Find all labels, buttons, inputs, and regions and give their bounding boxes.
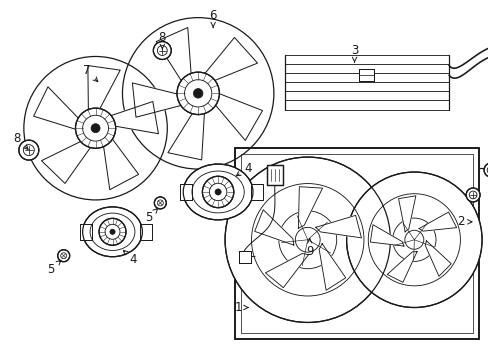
Polygon shape <box>132 83 185 117</box>
Polygon shape <box>369 225 403 246</box>
Circle shape <box>91 124 100 133</box>
Bar <box>251 184 263 200</box>
Polygon shape <box>418 212 456 231</box>
Circle shape <box>483 163 488 177</box>
Circle shape <box>153 41 171 59</box>
Bar <box>358 69 374 81</box>
Ellipse shape <box>183 164 252 220</box>
Text: 1: 1 <box>234 301 247 314</box>
Circle shape <box>202 176 233 208</box>
Bar <box>180 184 191 200</box>
Polygon shape <box>34 87 81 131</box>
Circle shape <box>110 229 115 234</box>
Text: 5: 5 <box>47 260 61 276</box>
Text: 6: 6 <box>209 9 217 28</box>
Circle shape <box>75 108 116 148</box>
Circle shape <box>193 89 203 98</box>
Bar <box>239 251 250 263</box>
Text: 3: 3 <box>350 44 358 63</box>
Bar <box>239 251 250 263</box>
Text: 4: 4 <box>236 162 251 176</box>
Polygon shape <box>398 196 415 232</box>
Polygon shape <box>254 210 293 245</box>
Text: 4: 4 <box>123 250 137 266</box>
Bar <box>180 184 191 200</box>
Polygon shape <box>103 135 138 190</box>
Polygon shape <box>202 37 257 82</box>
Circle shape <box>177 72 219 114</box>
Circle shape <box>58 250 69 262</box>
Circle shape <box>224 157 389 323</box>
Polygon shape <box>386 252 416 282</box>
Bar <box>235 148 478 339</box>
Polygon shape <box>298 187 322 228</box>
Circle shape <box>99 219 126 245</box>
Polygon shape <box>88 66 120 114</box>
Circle shape <box>465 188 479 202</box>
Text: 5: 5 <box>144 209 157 224</box>
Bar <box>80 224 91 240</box>
Bar <box>241 154 472 333</box>
Polygon shape <box>156 27 191 85</box>
Polygon shape <box>167 109 204 160</box>
Polygon shape <box>106 102 158 134</box>
Polygon shape <box>319 244 345 290</box>
Polygon shape <box>212 92 262 140</box>
Text: 2: 2 <box>456 215 471 228</box>
Circle shape <box>154 197 166 209</box>
Bar <box>140 224 152 240</box>
Text: 7: 7 <box>82 64 98 82</box>
Bar <box>235 148 478 339</box>
Bar <box>266 165 282 185</box>
Polygon shape <box>425 241 450 276</box>
Ellipse shape <box>82 207 142 257</box>
Text: 8: 8 <box>158 31 165 50</box>
Text: 8: 8 <box>13 132 28 149</box>
Circle shape <box>346 172 481 307</box>
Text: 9: 9 <box>305 239 313 258</box>
Circle shape <box>215 189 221 195</box>
Polygon shape <box>315 215 361 238</box>
Circle shape <box>19 140 39 160</box>
Polygon shape <box>41 140 93 183</box>
Bar <box>266 165 282 185</box>
Bar <box>80 224 91 240</box>
Polygon shape <box>265 253 308 288</box>
Bar <box>140 224 152 240</box>
Bar <box>251 184 263 200</box>
Bar <box>358 69 374 81</box>
